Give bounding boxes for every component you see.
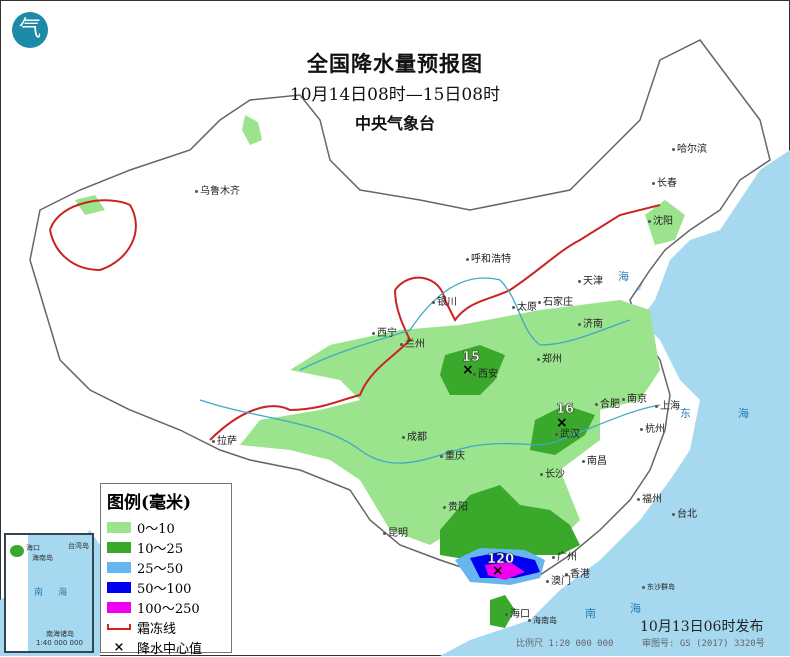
legend-label: 0～10 (137, 521, 175, 537)
inset-label: 海 (58, 588, 68, 598)
sea-label: 东 (680, 407, 691, 420)
cma-logo: 气 (12, 12, 48, 48)
inset-label: 海南岛 (32, 554, 53, 562)
inset-label: 1:40 000 000 (36, 639, 83, 647)
south-china-sea-inset: 南 海 海口 海南岛 台湾岛 南海诸岛 1:40 000 000 (4, 533, 94, 653)
city-label: 银川 (432, 293, 457, 308)
city-label: 天津 (578, 272, 603, 287)
inset-hainan (10, 545, 24, 557)
legend-item: × 降水中心值 (107, 637, 231, 657)
city-label: 杭州 (640, 420, 665, 435)
sea-label: 南 (585, 607, 596, 620)
precip-10-25-south (440, 485, 580, 560)
legend: 图例(毫米) 0～10 10～25 25～50 50～100 100～250 霜… (100, 483, 232, 657)
city-label: 呼和浩特 (466, 250, 511, 265)
legend-item: 25～50 (107, 557, 231, 577)
legend-swatch (107, 541, 131, 553)
precip-center-marker: × (492, 563, 504, 579)
city-label: 重庆 (440, 447, 465, 462)
frost-line-tibet (209, 289, 412, 441)
city-label: 香港 (565, 565, 590, 580)
legend-label: 降水中心值 (137, 641, 203, 657)
city-label: 南京 (622, 390, 647, 405)
precip-center-marker: × (462, 362, 474, 378)
legend-swatch (107, 561, 131, 573)
city-label: 长春 (652, 174, 677, 189)
map-scale: 比例尺 1:20 000 000 (516, 639, 614, 649)
legend-item: 0～10 (107, 517, 231, 537)
legend-label: 100～250 (137, 601, 200, 617)
legend-item: 10～25 (107, 537, 231, 557)
city-label: 沈阳 (648, 212, 673, 227)
inset-label: 南 (34, 588, 44, 598)
sea-label: 海 (630, 602, 641, 615)
city-label: 贵阳 (443, 498, 468, 513)
city-label: 东沙群岛 (642, 582, 675, 592)
map-title: 全国降水量预报图 (307, 51, 483, 76)
yangtze-river (199, 399, 661, 464)
legend-swatch (107, 521, 131, 533)
city-label: 西宁 (372, 324, 397, 339)
legend-item: 100～250 (107, 597, 231, 617)
city-label: 济南 (578, 315, 603, 330)
legend-label: 10～25 (137, 541, 184, 557)
city-label: 成都 (402, 428, 427, 443)
city-label: 武汉 (555, 425, 580, 440)
sea-east (440, 150, 790, 656)
precip-center-value: 120 (487, 552, 515, 568)
city-label: 兰州 (400, 335, 425, 350)
forecast-period: 10月14日08时—15日08时 (289, 85, 501, 105)
precip-100-250 (485, 562, 525, 580)
legend-item: 霜冻线 (107, 617, 231, 637)
city-label: 海南岛 (528, 615, 557, 626)
city-label: 郑州 (537, 350, 562, 365)
city-label: 海口 (505, 605, 530, 620)
city-label: 西安 (473, 365, 498, 380)
legend-item: 50～100 (107, 577, 231, 597)
precip-center-value: 16 (556, 402, 575, 418)
frost-line-icon (107, 624, 131, 630)
inset-label: 台湾岛 (68, 542, 89, 550)
inset-land (6, 535, 28, 651)
precip-center-marker: × (556, 415, 568, 431)
city-label: 哈尔滨 (672, 140, 707, 155)
city-label: 拉萨 (212, 432, 237, 447)
inset-label: 南海诸岛 (46, 630, 74, 638)
legend-label: 25～50 (137, 561, 184, 577)
legend-swatch (107, 601, 131, 613)
issue-time: 10月13日06时发布 (640, 619, 764, 635)
city-label: 南昌 (582, 452, 607, 467)
city-label: 长沙 (540, 465, 565, 480)
sea-label: 海 (738, 407, 749, 420)
review-number: 审图号: GS (2017) 3320号 (642, 639, 765, 649)
city-label: 昆明 (383, 524, 408, 539)
city-label: 合肥 (595, 395, 620, 410)
precip-0-10-nw (242, 115, 262, 145)
city-label: 乌鲁木齐 (195, 182, 240, 197)
city-label: 广州 (552, 548, 577, 563)
city-label: 太原 (512, 298, 537, 313)
city-label: 福州 (637, 490, 662, 505)
city-label: 澳门 (546, 572, 571, 587)
frost-line-north (394, 204, 661, 322)
legend-title: 图例(毫米) (107, 493, 192, 513)
legend-swatch (107, 581, 131, 593)
sea-label: 海 (618, 270, 629, 283)
city-label: 台北 (672, 505, 697, 520)
legend-label: 霜冻线 (137, 621, 177, 637)
city-label: 石家庄 (538, 293, 573, 308)
legend-label: 50～100 (137, 581, 192, 597)
inset-label: 海口 (26, 544, 40, 552)
cross-icon: × (113, 639, 125, 655)
yellow-river (299, 277, 631, 371)
precip-center-value: 15 (462, 350, 481, 366)
issuer: 中央气象台 (354, 114, 435, 133)
frost-line-xinjiang (49, 199, 137, 272)
city-label: 上海 (655, 397, 680, 412)
